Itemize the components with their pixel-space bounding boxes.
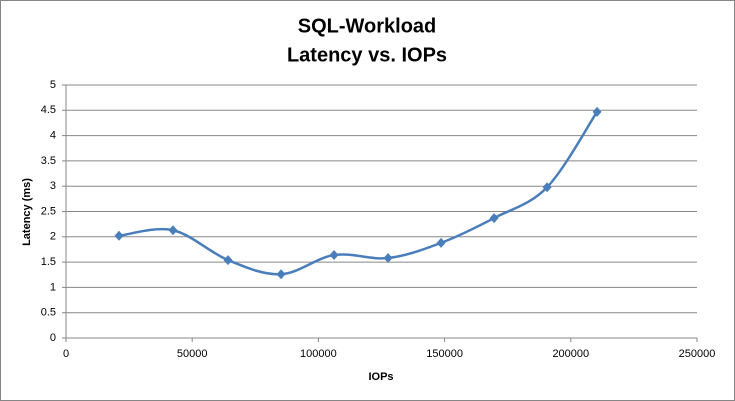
marker	[168, 225, 178, 236]
x-tick-label: 100000	[300, 348, 337, 360]
y-tick-label: 4.5	[41, 104, 56, 116]
y-axis-title: Latency (ms)	[21, 178, 33, 246]
x-axis-title: IOPs	[368, 371, 393, 383]
x-tick-label: 250000	[679, 348, 716, 360]
marker	[329, 250, 339, 261]
marker	[276, 269, 286, 280]
y-tick-label: 1	[50, 281, 56, 293]
x-tick-label: 50000	[177, 348, 208, 360]
y-tick-label: 1.5	[41, 256, 56, 268]
marker	[223, 255, 233, 266]
y-tick-label: 2.5	[41, 205, 56, 217]
line	[118, 111, 599, 276]
marker	[592, 106, 602, 117]
y-tick-label: 0	[50, 332, 56, 344]
chart-title: SQL-Workload	[298, 15, 437, 37]
y-tick-label: 0.5	[41, 307, 56, 319]
y-tick-label: 2	[50, 231, 56, 243]
y-tick-label: 5	[50, 79, 56, 91]
y-tick-label: 3	[50, 180, 56, 192]
chart-subtitle: Latency vs. IOPs	[287, 44, 447, 66]
y-tick-label: 4	[50, 130, 56, 142]
marker	[436, 237, 446, 248]
y-tick-label: 3.5	[41, 155, 56, 167]
marker	[383, 253, 393, 264]
marker	[542, 182, 552, 193]
marker	[489, 213, 499, 224]
x-tick-label: 200000	[552, 348, 589, 360]
x-tick-label: 150000	[426, 348, 463, 360]
x-tick-label: 0	[63, 348, 69, 360]
marker	[114, 230, 124, 241]
